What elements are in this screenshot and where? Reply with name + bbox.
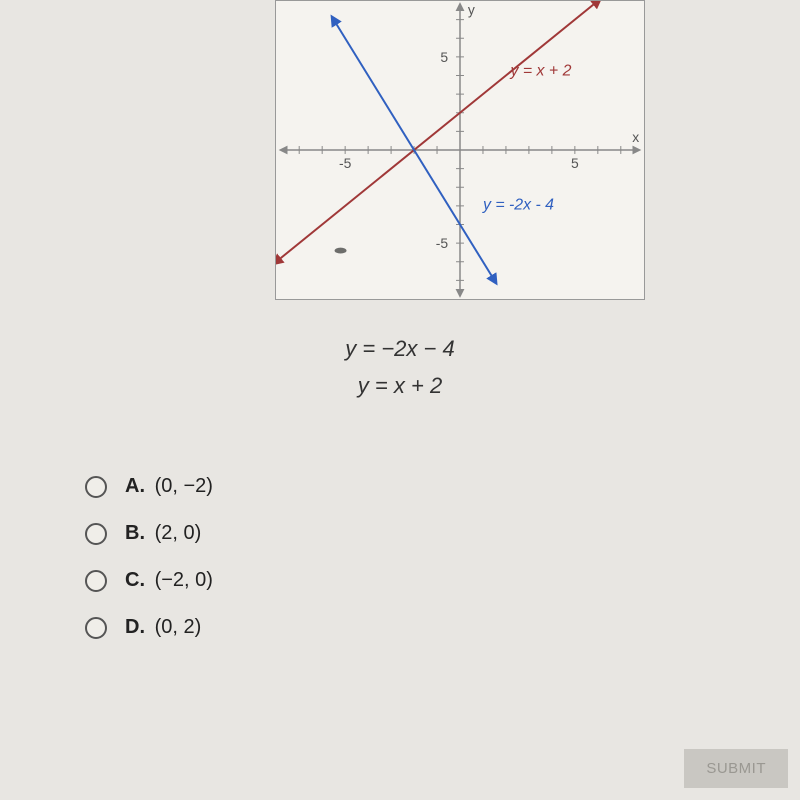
option-row[interactable]: B. (2, 0) bbox=[85, 522, 213, 545]
radio-button[interactable] bbox=[85, 523, 107, 545]
option-row[interactable]: A. (0, −2) bbox=[85, 475, 213, 498]
system-equations: y = −2x − 4 y = x + 2 bbox=[0, 330, 800, 405]
option-text: B. (2, 0) bbox=[125, 522, 201, 545]
coordinate-graph: 5 -5 5 -5 x y y = x + 2 y = -2x - 4 bbox=[276, 1, 644, 299]
svg-text:-5: -5 bbox=[436, 235, 449, 251]
equation-2: y = x + 2 bbox=[0, 367, 800, 404]
option-letter: B. bbox=[125, 522, 145, 544]
option-text: A. (0, −2) bbox=[125, 475, 213, 498]
svg-text:y: y bbox=[468, 1, 475, 17]
equation-1: y = −2x − 4 bbox=[0, 330, 800, 367]
option-row[interactable]: C. (−2, 0) bbox=[85, 569, 213, 592]
svg-text:5: 5 bbox=[440, 49, 448, 65]
option-text: C. (−2, 0) bbox=[125, 569, 213, 592]
svg-text:y = -2x - 4: y = -2x - 4 bbox=[482, 197, 554, 214]
option-letter: C. bbox=[125, 569, 145, 591]
answer-options: A. (0, −2) B. (2, 0) C. (−2, 0) D. (0, 2) bbox=[85, 475, 213, 639]
svg-text:-5: -5 bbox=[339, 155, 352, 171]
option-text: D. (0, 2) bbox=[125, 616, 201, 639]
radio-button[interactable] bbox=[85, 617, 107, 639]
option-value: (0, −2) bbox=[155, 475, 213, 497]
option-value: (2, 0) bbox=[155, 522, 202, 544]
radio-button[interactable] bbox=[85, 476, 107, 498]
svg-text:y = x + 2: y = x + 2 bbox=[510, 63, 572, 80]
graph-panel: 5 -5 5 -5 x y y = x + 2 y = -2x - 4 bbox=[275, 0, 645, 300]
svg-text:x: x bbox=[632, 129, 639, 145]
option-value: (−2, 0) bbox=[155, 569, 213, 591]
option-letter: A. bbox=[125, 475, 145, 497]
svg-text:5: 5 bbox=[571, 155, 579, 171]
option-letter: D. bbox=[125, 616, 145, 638]
radio-button[interactable] bbox=[85, 570, 107, 592]
option-value: (0, 2) bbox=[155, 616, 202, 638]
option-row[interactable]: D. (0, 2) bbox=[85, 616, 213, 639]
submit-button[interactable]: SUBMIT bbox=[684, 749, 788, 788]
